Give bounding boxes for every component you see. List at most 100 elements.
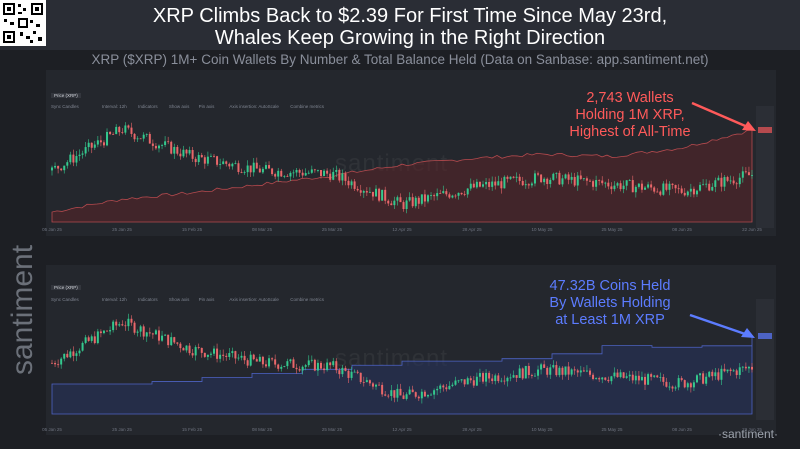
candle-body bbox=[402, 202, 405, 210]
candle-body bbox=[69, 351, 72, 358]
candle-body bbox=[411, 197, 414, 207]
toolbar-item[interactable]: Show axis bbox=[168, 297, 190, 302]
candle-body bbox=[485, 181, 488, 185]
candle-body bbox=[576, 175, 579, 186]
candle-body bbox=[592, 374, 595, 379]
toolbar-item[interactable]: Sync Candles bbox=[51, 104, 79, 109]
candle-body bbox=[644, 376, 647, 385]
candle-body bbox=[677, 188, 680, 190]
toolbar-item[interactable]: Axis insertion: AutoScale bbox=[229, 104, 279, 109]
candle-body bbox=[647, 184, 650, 188]
candle-body bbox=[613, 185, 616, 190]
toolbar-item[interactable]: Sync Candles bbox=[51, 297, 79, 302]
candle-body bbox=[628, 374, 631, 377]
candle-body bbox=[240, 355, 243, 358]
candle-body bbox=[271, 168, 274, 175]
candle-body bbox=[604, 182, 607, 184]
candle-body bbox=[191, 353, 194, 356]
candle-body bbox=[228, 353, 231, 357]
x-tick-label: 08 Jun 25 bbox=[672, 427, 692, 432]
candle-body bbox=[540, 364, 543, 370]
candle-body bbox=[720, 177, 723, 187]
toolbar-item[interactable]: Interval: 12h bbox=[102, 297, 127, 302]
candle-body bbox=[705, 376, 708, 384]
candle-body bbox=[381, 189, 384, 201]
candle-body bbox=[307, 360, 310, 366]
toolbar-item[interactable]: Show axis bbox=[168, 104, 190, 109]
callout-arrow-top bbox=[691, 101, 751, 130]
candle-body bbox=[439, 193, 442, 194]
price-pill-top[interactable]: Price (XRP) bbox=[51, 93, 81, 98]
candle-body bbox=[650, 184, 653, 188]
last-value-marker bbox=[758, 333, 772, 339]
candle-body bbox=[463, 379, 466, 385]
candle-body bbox=[268, 165, 271, 169]
chart-subtitle: XRP ($XRP) 1M+ Coin Wallets By Number & … bbox=[91, 52, 709, 67]
candle-body bbox=[176, 146, 179, 154]
candle-body bbox=[326, 362, 329, 371]
candle-body bbox=[414, 392, 417, 397]
candle-body bbox=[72, 351, 75, 356]
candle-body bbox=[390, 203, 393, 206]
candle-body bbox=[170, 337, 173, 346]
toolbar-item[interactable]: Combine metrics bbox=[290, 104, 324, 109]
candle-body bbox=[378, 384, 381, 386]
toolbar-item[interactable]: Combine metrics bbox=[290, 297, 324, 302]
candle-body bbox=[579, 370, 582, 373]
candle-body bbox=[60, 358, 63, 365]
candle-body bbox=[319, 170, 322, 177]
candle-body bbox=[237, 163, 240, 172]
candle-body bbox=[170, 141, 173, 154]
toolbar-item[interactable]: Pin axis bbox=[198, 297, 215, 302]
candle-body bbox=[530, 183, 533, 186]
callout-bottom: 47.32B Coins Held By Wallets Holding at … bbox=[520, 278, 700, 329]
candle-body bbox=[433, 195, 436, 197]
candle-body bbox=[222, 161, 225, 165]
candle-body bbox=[457, 192, 460, 196]
toolbar-item[interactable]: Axis insertion: AutoScale bbox=[229, 297, 279, 302]
candle-body bbox=[543, 178, 546, 183]
candle-body bbox=[173, 337, 176, 343]
candle-body bbox=[323, 170, 326, 177]
candle-body bbox=[368, 191, 371, 193]
candle-body bbox=[613, 372, 616, 377]
top-candles-layer bbox=[51, 122, 753, 214]
candle-body bbox=[466, 188, 469, 195]
candle-body bbox=[359, 372, 362, 383]
toolbar-item[interactable]: Indicators bbox=[138, 297, 158, 302]
candle-body bbox=[408, 389, 411, 395]
candle-body bbox=[420, 194, 423, 204]
candle-body bbox=[66, 162, 69, 166]
candle-body bbox=[457, 380, 460, 382]
candle-body bbox=[313, 169, 316, 171]
candle-body bbox=[558, 172, 561, 185]
toolbar-item[interactable]: Pin axis bbox=[198, 104, 215, 109]
candle-body bbox=[274, 174, 277, 177]
candle-body bbox=[695, 190, 698, 195]
candle-body bbox=[381, 384, 384, 395]
candle-body bbox=[264, 165, 267, 169]
candle-body bbox=[674, 387, 677, 389]
qr-code-icon bbox=[0, 0, 46, 46]
candle-body bbox=[475, 181, 478, 188]
candle-body bbox=[588, 180, 591, 182]
callout-bottom-line-1: 47.32B Coins Held bbox=[549, 278, 671, 294]
candle-body bbox=[356, 371, 359, 373]
last-value-marker bbox=[758, 127, 772, 133]
right-axis-strip bbox=[756, 299, 774, 420]
candle-body bbox=[151, 143, 154, 146]
candle-body bbox=[313, 359, 316, 371]
x-tick-label: 15 Feb 25 bbox=[182, 227, 203, 232]
toolbar-item[interactable]: Interval: 12h bbox=[102, 104, 127, 109]
candle-body bbox=[57, 165, 60, 169]
toolbar-item[interactable]: Indicators bbox=[138, 104, 158, 109]
candle-body bbox=[319, 362, 322, 369]
candle-body bbox=[365, 380, 368, 383]
candle-body bbox=[338, 370, 341, 375]
candle-body bbox=[616, 183, 619, 186]
candle-body bbox=[625, 180, 628, 186]
candle-body bbox=[90, 142, 93, 148]
candle-body bbox=[463, 194, 466, 195]
price-pill-bottom[interactable]: Price (XRP) bbox=[51, 285, 81, 290]
